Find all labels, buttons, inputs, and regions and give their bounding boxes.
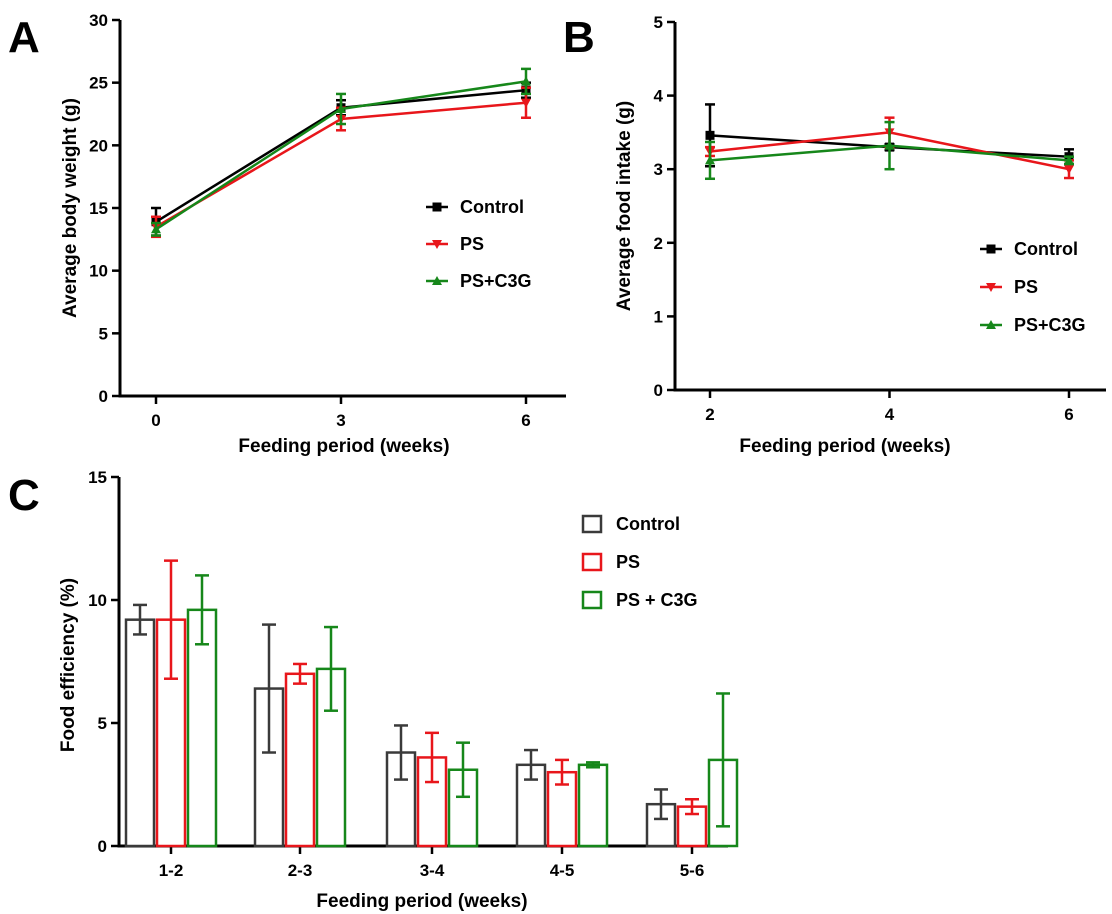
panel-a-letter: A	[8, 13, 40, 62]
y-axis-title: Food efficiency (%)	[58, 578, 79, 752]
bar	[284, 672, 316, 848]
x-tick-label: 3	[336, 411, 345, 430]
y-tick-label: 0	[654, 381, 663, 400]
legend-swatch	[581, 514, 603, 534]
y-tick-label: 3	[654, 160, 663, 179]
data-point	[705, 130, 715, 140]
panel-b-letter: B	[563, 13, 595, 62]
legend-label: Control	[616, 514, 680, 534]
legend-swatch	[581, 590, 603, 610]
x-tick-label: 2	[705, 405, 714, 424]
legend-marker	[432, 240, 442, 249]
bar	[124, 618, 156, 848]
legend-marker	[432, 276, 442, 285]
x-axis-title: Feeding period (weeks)	[316, 891, 527, 912]
data-point	[1064, 165, 1074, 175]
y-axis-title: Average body weight (g)	[60, 98, 81, 318]
data-point	[151, 224, 161, 234]
y-tick-label: 15	[89, 199, 108, 218]
y-tick-label: 25	[89, 74, 108, 93]
y-tick-label: 10	[88, 591, 107, 610]
data-point	[336, 103, 346, 113]
y-tick-label: 2	[654, 234, 663, 253]
legend-label: Control	[1014, 239, 1078, 259]
legend-label: Control	[460, 197, 524, 217]
x-tick-label: 6	[1064, 405, 1073, 424]
y-tick-label: 5	[99, 324, 108, 343]
bar	[577, 763, 609, 848]
panel-c-letter: C	[8, 471, 40, 520]
legend-marker	[432, 202, 442, 212]
x-tick-label: 5-6	[680, 861, 705, 880]
bar	[186, 608, 218, 848]
legend-label: PS + C3G	[616, 590, 698, 610]
panel-c-bar-chart: 0 5 10 15 1-2 2-3 3-4 4-5 5-6 Feeding period (wee…	[58, 468, 739, 912]
x-tick-label: 4-5	[550, 861, 575, 880]
y-tick-label: 5	[98, 714, 107, 733]
x-axis-title: Feeding period (weeks)	[238, 436, 449, 457]
panel-b-line-chart: 0 1 2 3 4 5 2 4 6 Feeding period (weeks) Average f…	[614, 13, 1106, 457]
x-tick-label: 3-4	[420, 861, 445, 880]
legend-label: PS	[460, 234, 484, 254]
x-tick-label: 0	[151, 411, 160, 430]
y-tick-label: 0	[98, 837, 107, 856]
y-tick-label: 30	[89, 11, 108, 30]
legend-label: PS	[1014, 277, 1038, 297]
x-tick-label: 1-2	[159, 861, 184, 880]
y-tick-label: 1	[654, 307, 663, 326]
x-tick-label: 4	[885, 405, 895, 424]
data-point	[1064, 155, 1074, 165]
legend-label: PS	[616, 552, 640, 572]
y-tick-label: 5	[654, 13, 663, 32]
x-tick-label: 2-3	[288, 861, 313, 880]
y-tick-label: 20	[89, 136, 108, 155]
y-tick-label: 0	[99, 387, 108, 406]
y-tick-label: 4	[654, 87, 664, 106]
x-tick-label: 6	[521, 411, 530, 430]
data-point	[521, 98, 531, 108]
legend-marker	[986, 320, 996, 329]
legend-marker	[986, 283, 996, 292]
data-point	[884, 140, 895, 150]
data-point	[521, 76, 531, 86]
legend-label: PS+C3G	[460, 271, 532, 291]
legend-label: PS+C3G	[1014, 315, 1086, 335]
y-tick-label: 10	[89, 262, 108, 281]
y-tick-label: 15	[88, 468, 107, 487]
panel-a-line-chart: 0 5 10 15 20 25 30 0 3 6 Feeding period (weeks) Ave…	[60, 11, 566, 457]
data-point	[705, 155, 715, 165]
x-axis-title: Feeding period (weeks)	[739, 436, 950, 457]
legend-marker	[986, 244, 996, 254]
legend-swatch	[581, 552, 603, 572]
y-axis-title: Average food intake (g)	[614, 101, 635, 311]
